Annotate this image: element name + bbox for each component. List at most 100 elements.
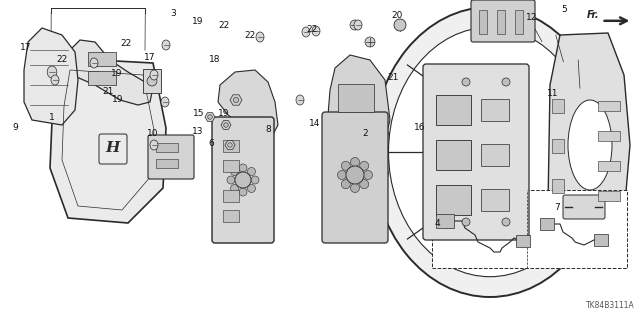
Bar <box>88 52 116 66</box>
Bar <box>436 140 471 170</box>
Text: 6: 6 <box>208 140 214 148</box>
Text: 12: 12 <box>526 13 538 22</box>
Text: 22: 22 <box>56 55 68 65</box>
Ellipse shape <box>162 40 170 50</box>
Circle shape <box>251 176 259 184</box>
Ellipse shape <box>296 95 304 105</box>
Ellipse shape <box>161 97 169 107</box>
Bar <box>598 161 620 171</box>
FancyBboxPatch shape <box>212 117 274 243</box>
Bar <box>436 185 471 215</box>
Text: 22: 22 <box>307 26 317 35</box>
Text: 17: 17 <box>20 44 32 52</box>
Bar <box>338 84 374 112</box>
Text: 13: 13 <box>192 126 204 135</box>
Circle shape <box>462 78 470 86</box>
Circle shape <box>346 166 364 184</box>
Ellipse shape <box>150 140 158 150</box>
Circle shape <box>341 161 350 170</box>
Bar <box>497 10 505 34</box>
Text: 5: 5 <box>561 5 567 14</box>
Circle shape <box>234 97 239 103</box>
Bar <box>481 189 509 211</box>
Circle shape <box>228 143 232 147</box>
Bar <box>552 179 564 193</box>
Text: 19: 19 <box>111 69 123 78</box>
Circle shape <box>239 164 247 172</box>
Text: 19: 19 <box>192 18 204 27</box>
Text: 4: 4 <box>434 220 440 228</box>
FancyBboxPatch shape <box>563 195 605 219</box>
Bar <box>481 144 509 166</box>
Polygon shape <box>205 113 215 121</box>
Bar <box>436 214 454 228</box>
Ellipse shape <box>372 7 608 297</box>
Text: 9: 9 <box>12 124 18 132</box>
Text: 3: 3 <box>170 10 176 19</box>
Bar <box>516 235 530 247</box>
Bar <box>598 101 620 111</box>
Polygon shape <box>548 33 630 255</box>
Ellipse shape <box>568 100 612 190</box>
Bar <box>598 131 620 141</box>
Text: 11: 11 <box>547 89 559 98</box>
Text: 20: 20 <box>391 12 403 20</box>
Circle shape <box>337 171 346 180</box>
Circle shape <box>248 185 255 193</box>
Bar <box>552 139 564 153</box>
Circle shape <box>350 20 360 30</box>
Circle shape <box>224 123 228 127</box>
Ellipse shape <box>47 66 57 78</box>
Circle shape <box>351 157 360 166</box>
Text: 22: 22 <box>218 21 230 30</box>
Circle shape <box>502 218 510 226</box>
Bar <box>223 190 239 202</box>
Circle shape <box>394 19 406 31</box>
Bar <box>156 159 178 168</box>
Text: 22: 22 <box>120 38 132 47</box>
Polygon shape <box>328 55 390 145</box>
Bar <box>540 218 554 230</box>
Text: 18: 18 <box>209 55 221 65</box>
Text: 21: 21 <box>102 87 114 97</box>
Text: Fr.: Fr. <box>587 10 600 20</box>
Text: 2: 2 <box>362 130 368 139</box>
Circle shape <box>230 185 239 193</box>
Ellipse shape <box>90 58 98 68</box>
Circle shape <box>365 37 375 47</box>
Circle shape <box>248 167 255 175</box>
Text: 21: 21 <box>387 74 399 83</box>
Text: 16: 16 <box>414 123 426 132</box>
Polygon shape <box>221 121 231 129</box>
Ellipse shape <box>388 27 591 277</box>
Polygon shape <box>24 28 78 125</box>
FancyBboxPatch shape <box>322 112 388 243</box>
Bar <box>432 190 627 268</box>
Ellipse shape <box>302 27 310 37</box>
Bar <box>479 10 487 34</box>
Bar <box>436 95 471 125</box>
Text: 22: 22 <box>244 30 255 39</box>
Circle shape <box>230 167 239 175</box>
Polygon shape <box>225 141 235 149</box>
Polygon shape <box>230 95 242 105</box>
Text: H: H <box>106 141 120 155</box>
Circle shape <box>235 172 251 188</box>
Bar <box>223 140 239 152</box>
Bar <box>481 99 509 121</box>
Polygon shape <box>218 70 278 140</box>
Bar <box>88 71 116 85</box>
Text: 17: 17 <box>144 53 156 62</box>
Ellipse shape <box>51 75 59 85</box>
Text: 10: 10 <box>147 130 159 139</box>
Circle shape <box>227 176 235 184</box>
Ellipse shape <box>150 70 158 80</box>
Text: 1: 1 <box>49 114 55 123</box>
Circle shape <box>462 218 470 226</box>
Text: TK84B3111A: TK84B3111A <box>586 301 635 310</box>
Text: 14: 14 <box>309 119 321 129</box>
FancyBboxPatch shape <box>423 64 529 240</box>
Ellipse shape <box>354 20 362 30</box>
Circle shape <box>364 171 372 180</box>
Text: 8: 8 <box>265 125 271 134</box>
